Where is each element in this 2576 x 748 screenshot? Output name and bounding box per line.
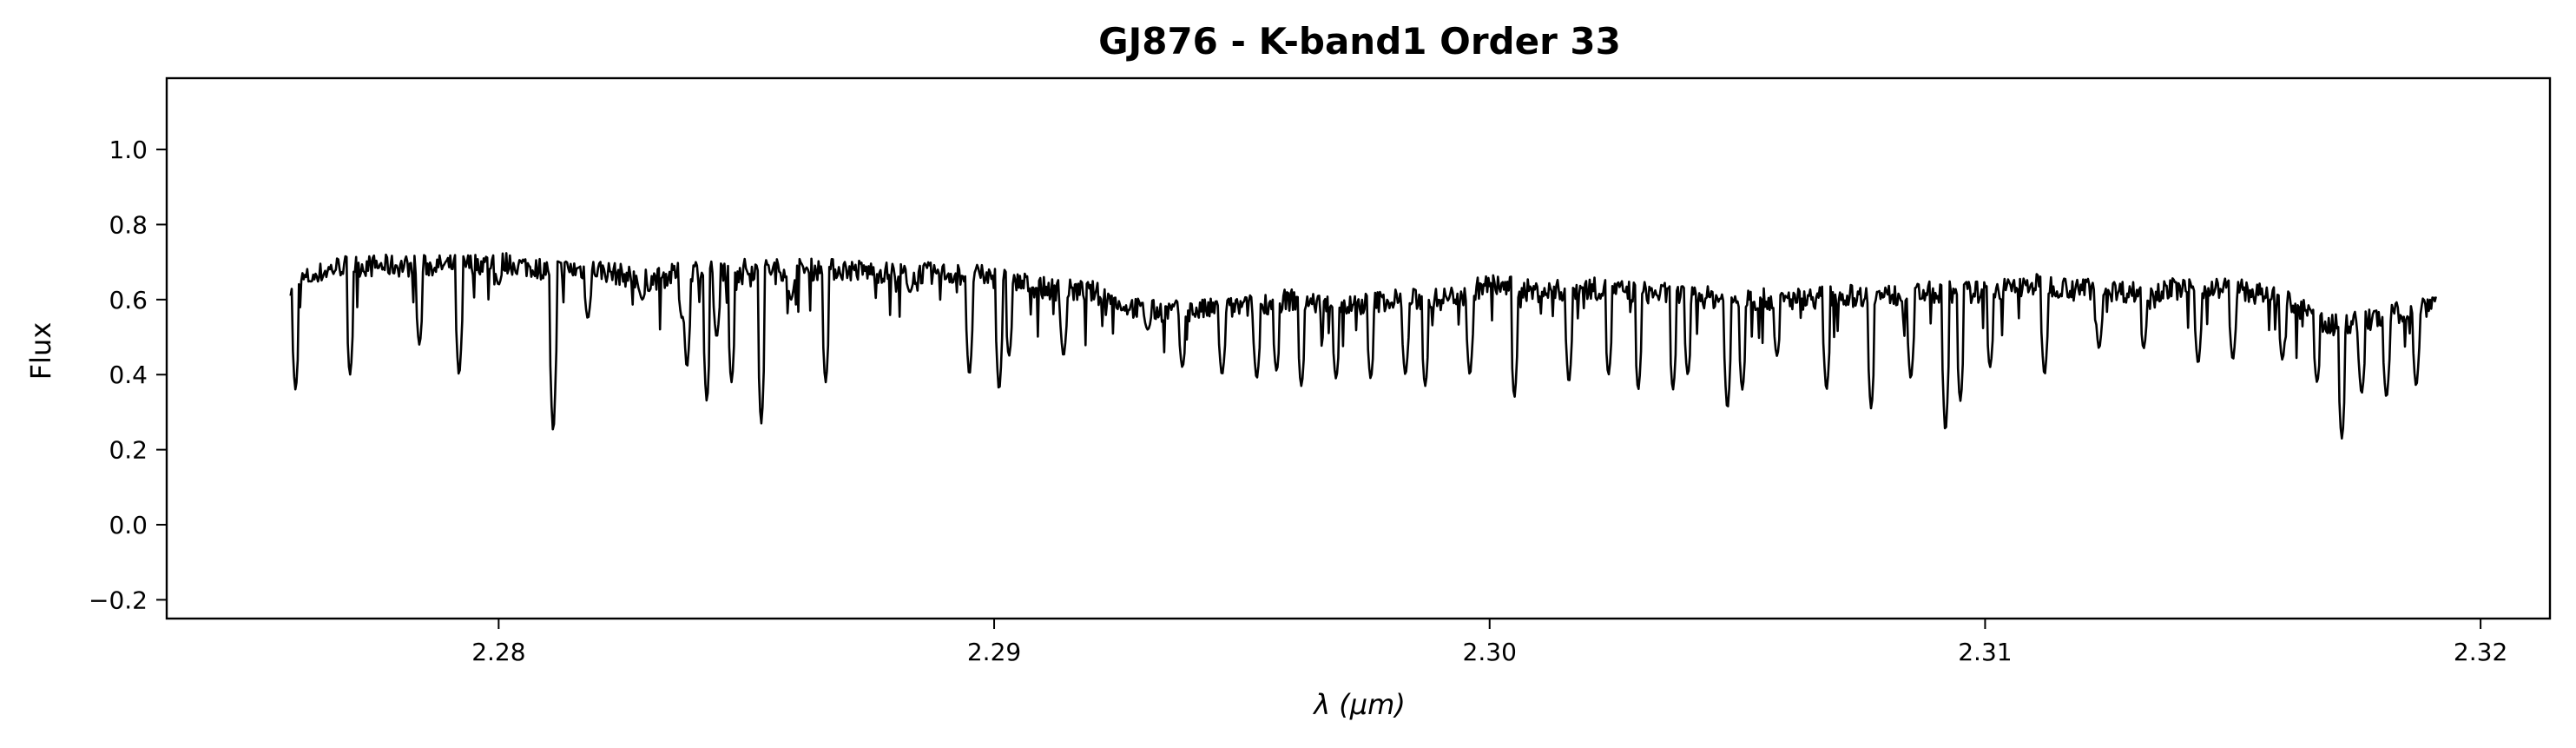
y-axis-label: Flux <box>24 322 57 381</box>
y-tick-label: 1.0 <box>109 136 148 164</box>
y-tick-label: 0.8 <box>109 210 148 239</box>
y-tick-label: 0.4 <box>109 361 148 389</box>
chart-title: GJ876 - K-band1 Order 33 <box>1098 20 1621 63</box>
plot-frame <box>165 76 2552 620</box>
y-axis-ticks: −0.2 0.0 0.2 0.4 0.6 0.8 1.0 <box>89 136 167 614</box>
x-tick-label: 2.32 <box>2454 638 2507 666</box>
x-axis-label: λ (μm) <box>1312 688 1406 721</box>
x-tick-label: 2.29 <box>967 638 1021 666</box>
y-tick-label: 0.0 <box>109 511 148 539</box>
x-tick-label: 2.28 <box>471 638 525 666</box>
y-tick-label: 0.6 <box>109 286 148 314</box>
x-tick-label: 2.31 <box>1958 638 2012 666</box>
y-tick-label: −0.2 <box>89 586 148 614</box>
y-tick-label: 0.2 <box>109 436 148 465</box>
spectrum-line <box>289 252 2437 440</box>
x-axis-ticks: 2.28 2.29 2.30 2.31 2.32 <box>471 619 2507 666</box>
x-tick-label: 2.30 <box>1463 638 1517 666</box>
